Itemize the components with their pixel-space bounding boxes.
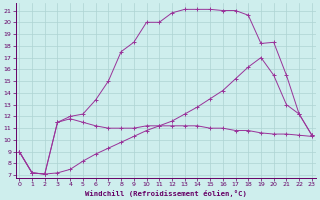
X-axis label: Windchill (Refroidissement éolien,°C): Windchill (Refroidissement éolien,°C) bbox=[85, 190, 246, 197]
